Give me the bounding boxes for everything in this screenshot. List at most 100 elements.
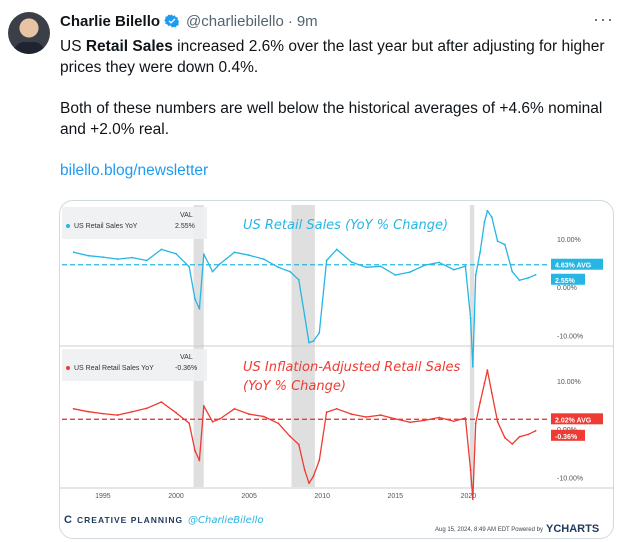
nominal-data-point <box>308 341 310 344</box>
ycharts-logo: YCHARTS <box>546 523 599 535</box>
nominal-data-point <box>194 298 196 301</box>
nominal-series-line <box>73 210 536 368</box>
author-avatar[interactable] <box>8 12 50 54</box>
nominal-data-point <box>303 315 306 317</box>
real-data-point <box>479 401 481 404</box>
real-data-point <box>297 443 300 446</box>
nominal-data-point <box>518 279 521 282</box>
nominal-data-point <box>175 252 177 255</box>
real-legend-box <box>62 349 207 381</box>
x-tick-1995: 1995 <box>95 493 111 500</box>
real-data-point <box>233 407 236 410</box>
real-data-point <box>486 369 489 372</box>
tweet-paragraph-2: Both of these numbers are well below the… <box>60 100 603 138</box>
text-p1-bold: Retail Sales <box>85 38 173 55</box>
real-legend-label: US Real Retail Sales YoY <box>74 365 154 372</box>
real-average-label: 2.02% AVG <box>555 417 592 424</box>
nominal-data-point <box>474 274 477 276</box>
nominal-data-point <box>464 265 467 268</box>
real-data-point <box>188 422 191 425</box>
real-data-point <box>469 469 472 472</box>
nominal-chart-title: US Retail Sales (YoY % Change) <box>243 218 448 233</box>
real-data-point <box>72 407 75 410</box>
nominal-legend-label: US Retail Sales YoY <box>74 223 138 230</box>
nominal-data-point <box>394 274 397 276</box>
newsletter-link[interactable]: bilello.blog/newsletter <box>60 162 209 179</box>
real-data-point <box>87 410 90 413</box>
tweet-timestamp[interactable]: 9m <box>296 12 318 30</box>
retail-sales-chart: 10.00% 0.00% -10.00% 4.63% AVG 2.55% US Retai… <box>60 205 613 535</box>
nominal-data-point <box>289 270 291 273</box>
real-y-tick-0: 10.00% <box>557 379 581 386</box>
real-data-point <box>318 459 321 462</box>
real-data-point <box>471 498 474 500</box>
tweet-text: US Retail Sales increased 2.6% over the … <box>60 36 620 181</box>
nominal-current-badge <box>551 273 585 285</box>
real-data-point <box>350 413 353 416</box>
real-current-label: -0.36% <box>555 434 578 441</box>
real-data-point <box>527 433 530 436</box>
nominal-val-header: VAL <box>180 212 193 219</box>
nominal-y-tick-1: 0.00% <box>557 285 577 292</box>
real-series-line <box>73 369 536 500</box>
real-data-point <box>202 404 205 407</box>
avatar-shirt <box>14 42 44 54</box>
nominal-data-point <box>202 253 205 256</box>
nominal-data-point <box>72 251 75 254</box>
footer-date-source: Aug 15, 2024, 8:49 AM EDT Powered by <box>435 527 543 533</box>
nominal-data-point <box>471 365 474 368</box>
nominal-data-point <box>312 340 315 343</box>
nominal-data-point <box>102 256 104 259</box>
nominal-data-point <box>318 332 321 334</box>
author-name[interactable]: Charlie Bilello <box>60 12 161 30</box>
nominal-data-point <box>511 270 514 273</box>
nominal-data-point <box>188 265 191 268</box>
real-data-point <box>145 407 148 410</box>
nominal-data-point <box>297 278 300 281</box>
chart-image-card[interactable]: 10.00% 0.00% -10.00% 4.63% AVG 2.55% US Retai… <box>59 200 614 539</box>
real-chart-title: US Inflation-Adjusted Retail Sales <box>243 360 460 375</box>
nominal-data-point <box>160 248 163 251</box>
nominal-legend-box <box>62 207 207 239</box>
nominal-data-point <box>534 273 537 276</box>
nominal-data-point <box>490 216 493 218</box>
nominal-data-point <box>409 271 411 274</box>
real-val-header: VAL <box>180 354 193 361</box>
nominal-legend-dot <box>66 224 70 228</box>
nominal-data-point <box>218 262 221 265</box>
nominal-data-point <box>277 266 280 269</box>
real-data-point <box>131 410 134 413</box>
x-tick-2015: 2015 <box>387 493 403 500</box>
nominal-data-point <box>496 240 499 243</box>
verified-badge-icon <box>164 14 179 28</box>
real-data-point <box>211 420 214 423</box>
nominal-y-tick-0: 10.00% <box>557 237 581 244</box>
real-data-point <box>160 401 163 403</box>
nominal-data-point <box>469 317 472 320</box>
real-current-badge <box>551 429 585 441</box>
nominal-data-point <box>483 220 486 223</box>
nominal-data-point <box>131 256 134 259</box>
real-data-point <box>504 436 506 439</box>
tweet-paragraph-1: US Retail Sales increased 2.6% over the … <box>60 36 620 78</box>
real-data-point <box>198 459 201 462</box>
nominal-data-point <box>233 251 236 254</box>
text-p1-a: US <box>60 38 86 55</box>
real-data-point <box>289 435 291 438</box>
real-data-point <box>518 435 521 438</box>
real-average-badge <box>551 413 603 425</box>
author-handle[interactable]: @charliebilello <box>186 12 284 30</box>
more-options-icon[interactable]: ··· <box>593 9 614 29</box>
real-legend-dot <box>66 366 70 370</box>
real-data-point <box>325 411 328 414</box>
nominal-data-point <box>262 258 265 260</box>
real-y-tick-2: -10.00% <box>557 475 583 482</box>
real-data-point <box>452 420 455 423</box>
nominal-data-point <box>145 259 148 262</box>
tweet-paragraph-3: bilello.blog/newsletter <box>60 160 620 181</box>
nominal-data-point <box>248 254 251 257</box>
real-data-point <box>277 422 280 425</box>
nominal-data-point <box>365 266 367 269</box>
real-data-point <box>511 443 514 445</box>
x-tick-2020: 2020 <box>461 493 477 500</box>
